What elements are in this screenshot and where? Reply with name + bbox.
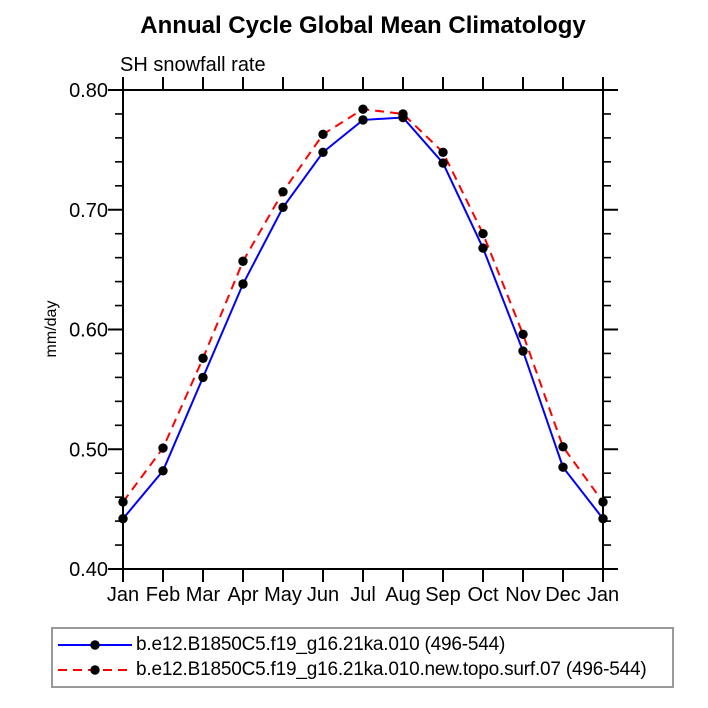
data-point-series-2 [278,187,288,197]
y-tick-label: 0.80 [69,80,108,102]
series-line-1 [122,116,604,520]
data-point-series-1 [438,158,448,168]
data-point-series-1 [598,514,608,524]
legend-marker-dot [90,665,100,675]
plot-border [122,89,604,570]
data-point-series-2 [598,497,608,507]
x-tick-label: Jan [587,584,619,606]
data-point-series-1 [558,462,568,472]
data-point-series-2 [238,256,248,266]
x-tick-label: Sep [425,584,461,606]
data-point-series-1 [358,115,368,125]
y-tick-label: 0.60 [69,320,108,342]
x-tick-label: Dec [545,584,581,606]
y-tick-label: 0.50 [69,439,108,461]
data-point-series-2 [158,443,168,453]
data-point-series-2 [438,147,448,157]
x-tick-label: Feb [146,584,180,606]
data-point-series-2 [398,109,408,119]
y-axis-title: mm/day [43,301,60,358]
chart-subtitle: SH snowfall rate [120,54,266,76]
data-point-series-1 [278,202,288,213]
data-point-series-2 [118,497,128,507]
data-point-series-1 [318,147,328,157]
data-point-series-1 [518,346,528,356]
series-line-2 [122,108,604,503]
legend-box: b.e12.B1850C5.f19_g16.21ka.010 (496-544)… [51,627,674,688]
x-tick-label: Jun [307,584,339,606]
data-point-series-2 [478,229,488,239]
data-point-series-2 [558,442,568,452]
x-tick-label: Aug [385,584,421,606]
plot-area: mm/day Jan Feb Mar Apr May Jun Jul Aug Sep Oct Nov… [43,77,619,606]
y-tick-label: 0.70 [69,200,108,222]
legend-item-series-2: b.e12.B1850C5.f19_g16.21ka.010.new.topo.… [56,659,672,681]
x-tick-label: Oct [467,584,499,606]
legend-sample-solid-line [58,640,132,650]
legend-label-series-1: b.e12.B1850C5.f19_g16.21ka.010 (496-544) [136,634,506,655]
data-point-series-1 [238,279,248,289]
data-point-series-2 [198,353,208,363]
x-tick-label: Apr [227,584,258,606]
y-tick-label: 0.40 [69,559,108,581]
legend-label-series-2: b.e12.B1850C5.f19_g16.21ka.010.new.topo.… [136,659,647,680]
chart-title: Annual Cycle Global Mean Climatology [140,12,586,39]
x-tick-label: Jul [350,584,376,606]
data-point-series-1 [478,243,488,253]
legend-sample-dashed-line [58,665,132,675]
x-tick-label: Jan [107,584,139,606]
data-point-series-2 [318,129,328,140]
x-tick-label: Nov [505,584,541,606]
data-point-series-2 [518,329,528,339]
x-tick-label: Mar [186,584,221,606]
x-tick-label: May [264,584,302,606]
data-point-series-1 [158,466,168,476]
data-point-series-1 [118,514,128,524]
data-point-series-2 [358,104,368,114]
data-point-series-1 [198,372,208,383]
legend-item-series-1: b.e12.B1850C5.f19_g16.21ka.010 (496-544) [56,634,672,656]
legend-marker-dot [90,640,100,650]
